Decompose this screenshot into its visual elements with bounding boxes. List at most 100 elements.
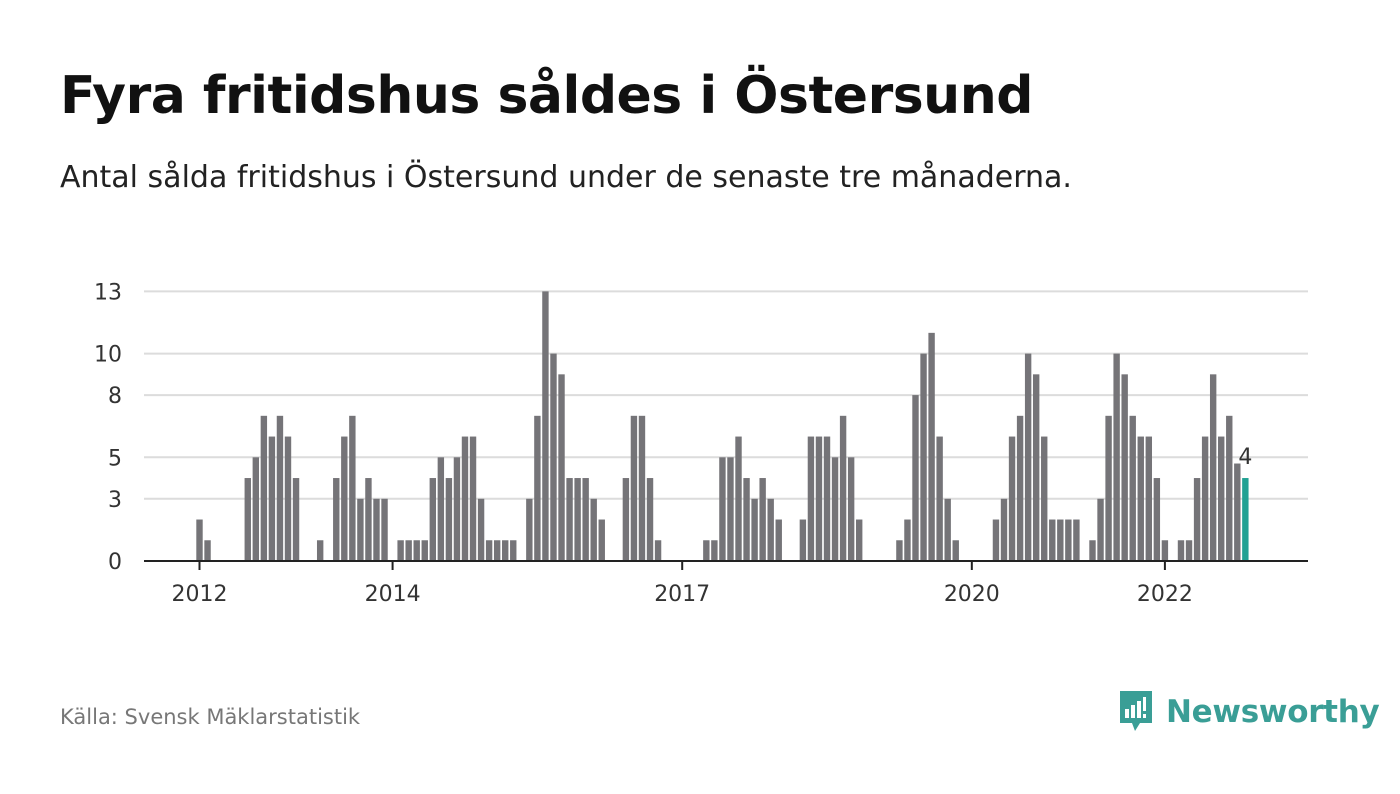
newsworthy-logo-text: Newsworthy (1166, 694, 1380, 730)
bar (1016, 415, 1024, 561)
bar (928, 332, 935, 561)
bar (477, 498, 485, 561)
x-tick-label: 2020 (944, 582, 1000, 607)
bar (1113, 353, 1120, 561)
bar (502, 540, 509, 561)
bar (292, 478, 300, 561)
bar (1041, 436, 1048, 561)
bar (751, 498, 758, 561)
bar (550, 353, 557, 561)
bar (284, 436, 292, 561)
bar (703, 540, 710, 561)
bar (566, 478, 573, 561)
bar (453, 457, 461, 561)
bar (316, 540, 324, 561)
bar (534, 415, 541, 561)
bar (413, 540, 420, 561)
bar (365, 478, 372, 561)
bar (542, 291, 549, 561)
bar (1177, 540, 1185, 561)
bar (252, 457, 260, 561)
bar (373, 498, 380, 561)
bar (1226, 415, 1233, 561)
bar (1089, 540, 1096, 561)
bar (1097, 498, 1104, 561)
newsworthy-logo: Newsworthy (1118, 688, 1380, 736)
bar (799, 519, 807, 561)
bar (823, 436, 831, 561)
source-note: Källa: Svensk Mäklarstatistik (60, 705, 361, 729)
bar (831, 457, 839, 561)
bar (333, 478, 340, 561)
bar (558, 374, 565, 561)
bar (526, 498, 533, 561)
bar-highlight (1242, 478, 1249, 561)
bar (268, 436, 276, 561)
bar (1153, 478, 1161, 561)
bar (775, 519, 782, 561)
bar (590, 498, 597, 561)
x-tick-label: 2014 (365, 582, 421, 607)
bar (244, 478, 251, 561)
bar (815, 436, 823, 561)
bar (437, 457, 445, 561)
bar (493, 540, 501, 561)
bar (904, 519, 911, 561)
bar (743, 478, 750, 561)
bar (485, 540, 493, 561)
bar (1185, 540, 1193, 561)
bar (461, 436, 469, 561)
bar (510, 540, 517, 561)
bar (1218, 436, 1225, 561)
x-tick-label: 2022 (1137, 582, 1193, 607)
y-tick-label: 8 (108, 384, 122, 409)
bar (719, 457, 726, 561)
bar (598, 519, 605, 561)
bar (759, 478, 766, 561)
bar (1073, 519, 1080, 561)
bar (727, 457, 734, 561)
chart-title: Fyra fritidshus såldes i Östersund (60, 66, 1033, 126)
bars (196, 291, 1249, 561)
bar (349, 415, 356, 561)
highlight-value-label: 4 (1238, 445, 1252, 470)
y-tick-label: 0 (108, 550, 122, 575)
bar (341, 436, 348, 561)
bar (638, 415, 646, 561)
bar (1032, 374, 1040, 561)
bar (276, 415, 284, 561)
chart-subtitle: Antal sålda fritidshus i Östersund under… (60, 160, 1072, 195)
bar (992, 519, 1000, 561)
y-tick-label: 10 (94, 343, 122, 368)
bar (1209, 374, 1217, 561)
bar (1008, 436, 1016, 561)
y-tick-label: 13 (94, 280, 122, 305)
bar (397, 540, 404, 561)
bar (582, 478, 589, 561)
bar (1057, 519, 1064, 561)
bar (204, 540, 211, 561)
y-tick-label: 5 (108, 446, 122, 471)
bar (952, 540, 959, 561)
bar (630, 415, 638, 561)
bar (711, 540, 718, 561)
bar (855, 519, 863, 561)
bar (421, 540, 428, 561)
axes: 0 3 5 8 10 13 4 2012 2014 2017 2020 2022 (94, 280, 1308, 607)
bar (847, 457, 855, 561)
bar (944, 498, 951, 561)
bar (1049, 519, 1056, 561)
bar (260, 415, 268, 561)
bar (469, 436, 477, 561)
bar (1000, 498, 1008, 561)
bar (920, 353, 927, 561)
bar (936, 436, 943, 561)
bar (1137, 436, 1144, 561)
bar (735, 436, 742, 561)
bar (807, 436, 815, 561)
bar (1161, 540, 1169, 561)
bar (1105, 415, 1112, 561)
bar (1065, 519, 1072, 561)
bar (622, 478, 630, 561)
